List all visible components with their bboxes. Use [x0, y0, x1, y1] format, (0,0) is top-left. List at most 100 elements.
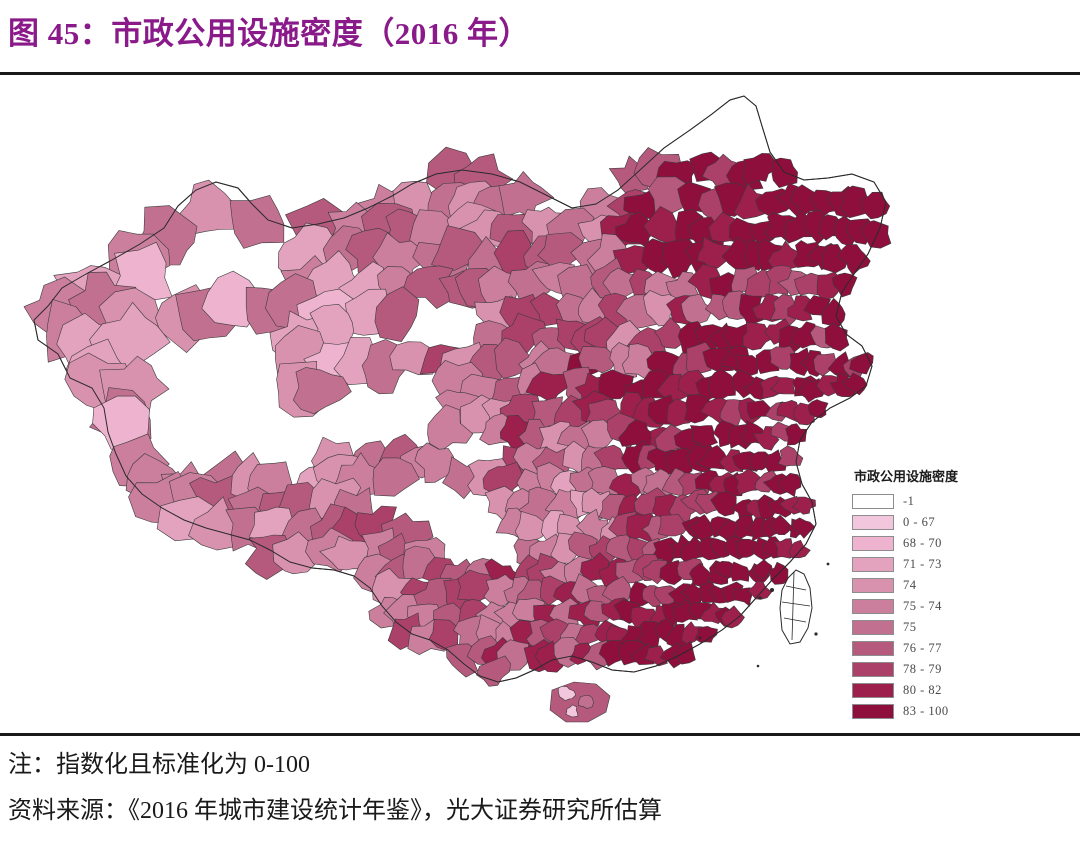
map-island-dot — [770, 588, 774, 592]
map-region — [658, 515, 689, 536]
map-region — [476, 656, 510, 686]
map-region — [579, 346, 618, 373]
map-region — [850, 353, 874, 375]
map-region — [375, 287, 419, 342]
map-region — [789, 540, 810, 558]
map-region — [770, 295, 796, 327]
map-region — [778, 446, 803, 466]
legend-item: 80 - 82 — [852, 680, 1032, 701]
map-region — [768, 241, 802, 272]
map-region — [861, 221, 891, 249]
legend-label: 0 - 67 — [903, 515, 936, 529]
map-region — [795, 273, 824, 295]
divider-bottom — [0, 733, 1080, 736]
map-region — [822, 244, 849, 272]
map-region — [733, 588, 752, 607]
legend-rows: -1 0 - 67 68 - 70 71 - 73 74 75 - 74 75 76 - 77… — [852, 491, 1032, 722]
legend-label: 74 — [903, 578, 917, 592]
map-region — [415, 443, 458, 483]
page-title: 图 45：市政公用设施密度（2016 年） — [8, 4, 1072, 56]
country-border — [33, 95, 887, 683]
legend-label: 78 - 79 — [903, 662, 942, 676]
map-region — [680, 537, 705, 563]
legend-swatch — [852, 536, 894, 551]
legend-item: -1 — [852, 491, 1032, 512]
map-region — [822, 298, 846, 326]
legend-item: 76 - 77 — [852, 638, 1032, 659]
map-region — [791, 322, 817, 349]
map-region — [558, 686, 576, 700]
legend-item: 83 - 100 — [852, 701, 1032, 722]
legend-label: 76 - 77 — [903, 641, 942, 655]
legend-item: 75 — [852, 617, 1032, 638]
legend-title: 市政公用设施密度 — [854, 469, 959, 484]
map-region — [808, 400, 828, 418]
legend-label: 68 - 70 — [903, 536, 942, 550]
map-region — [731, 562, 750, 581]
map-region — [765, 450, 786, 472]
map-regions-layer — [24, 95, 891, 722]
map-region — [230, 195, 284, 248]
map-region — [778, 473, 801, 496]
legend-label: 75 — [903, 620, 917, 634]
map-region — [788, 296, 813, 321]
map-region — [780, 496, 801, 514]
map-region — [373, 458, 420, 496]
map-region — [578, 695, 593, 708]
map-subdivision-line — [791, 571, 795, 641]
map-region — [685, 394, 716, 423]
legend-swatch — [852, 683, 894, 698]
map-subdivision-line — [781, 601, 811, 607]
map-subdivision-line — [785, 585, 807, 591]
legend-swatch — [852, 641, 894, 656]
choropleth-map — [0, 78, 1080, 730]
map-island-dot — [698, 636, 702, 640]
legend-label: 75 - 74 — [903, 599, 942, 613]
map-region — [293, 367, 351, 413]
legend-label: 83 - 100 — [903, 704, 949, 718]
legend-swatch — [852, 704, 894, 719]
map-region — [770, 515, 793, 535]
legend-swatch — [852, 599, 894, 614]
map-region — [645, 646, 668, 666]
figure-title-text: 图 45：市政公用设施密度（2016 年） — [8, 15, 530, 51]
map-region — [711, 492, 737, 516]
map-region — [698, 237, 732, 268]
legend-label: -1 — [903, 494, 915, 508]
map-region — [594, 445, 634, 472]
divider-top — [0, 72, 1080, 75]
legend-item: 68 - 70 — [852, 533, 1032, 554]
legend-swatch — [852, 494, 894, 509]
map-region — [734, 515, 756, 539]
footnote-source: 资料来源：《2016 年城市建设统计年鉴》，光大证券研究所估算 — [8, 798, 662, 824]
legend-item: 75 - 74 — [852, 596, 1032, 617]
china-map-svg — [0, 95, 1080, 730]
map-region — [748, 581, 772, 599]
legend-item: 74 — [852, 575, 1032, 596]
map-region — [735, 469, 761, 495]
map-region — [721, 606, 744, 628]
map-region — [771, 378, 795, 395]
footer: 注：指数化且标准化为 0-100 资料来源：《2016 年城市建设统计年鉴》，光… — [8, 742, 1072, 834]
map-region — [655, 318, 688, 349]
legend-swatch — [852, 515, 894, 530]
legend-swatch — [852, 620, 894, 635]
map-region — [709, 369, 736, 401]
map-island-dot — [758, 596, 762, 600]
map-island-dot — [756, 664, 760, 668]
legend-item: 78 - 79 — [852, 659, 1032, 680]
legend-item: 71 - 73 — [852, 554, 1032, 575]
legend-label: 71 - 73 — [903, 557, 942, 571]
legend-swatch — [852, 662, 894, 677]
map-subdivision-line — [783, 617, 807, 623]
legend-swatch — [852, 578, 894, 593]
footnote-note: 注：指数化且标准化为 0-100 — [8, 752, 310, 778]
legend-label: 80 - 82 — [903, 683, 942, 697]
legend-item: 0 - 67 — [852, 512, 1032, 533]
map-region — [404, 266, 454, 309]
map-region-taiwan — [779, 569, 813, 645]
map-region — [814, 353, 837, 376]
map-region — [566, 705, 578, 717]
map-region — [320, 536, 373, 570]
